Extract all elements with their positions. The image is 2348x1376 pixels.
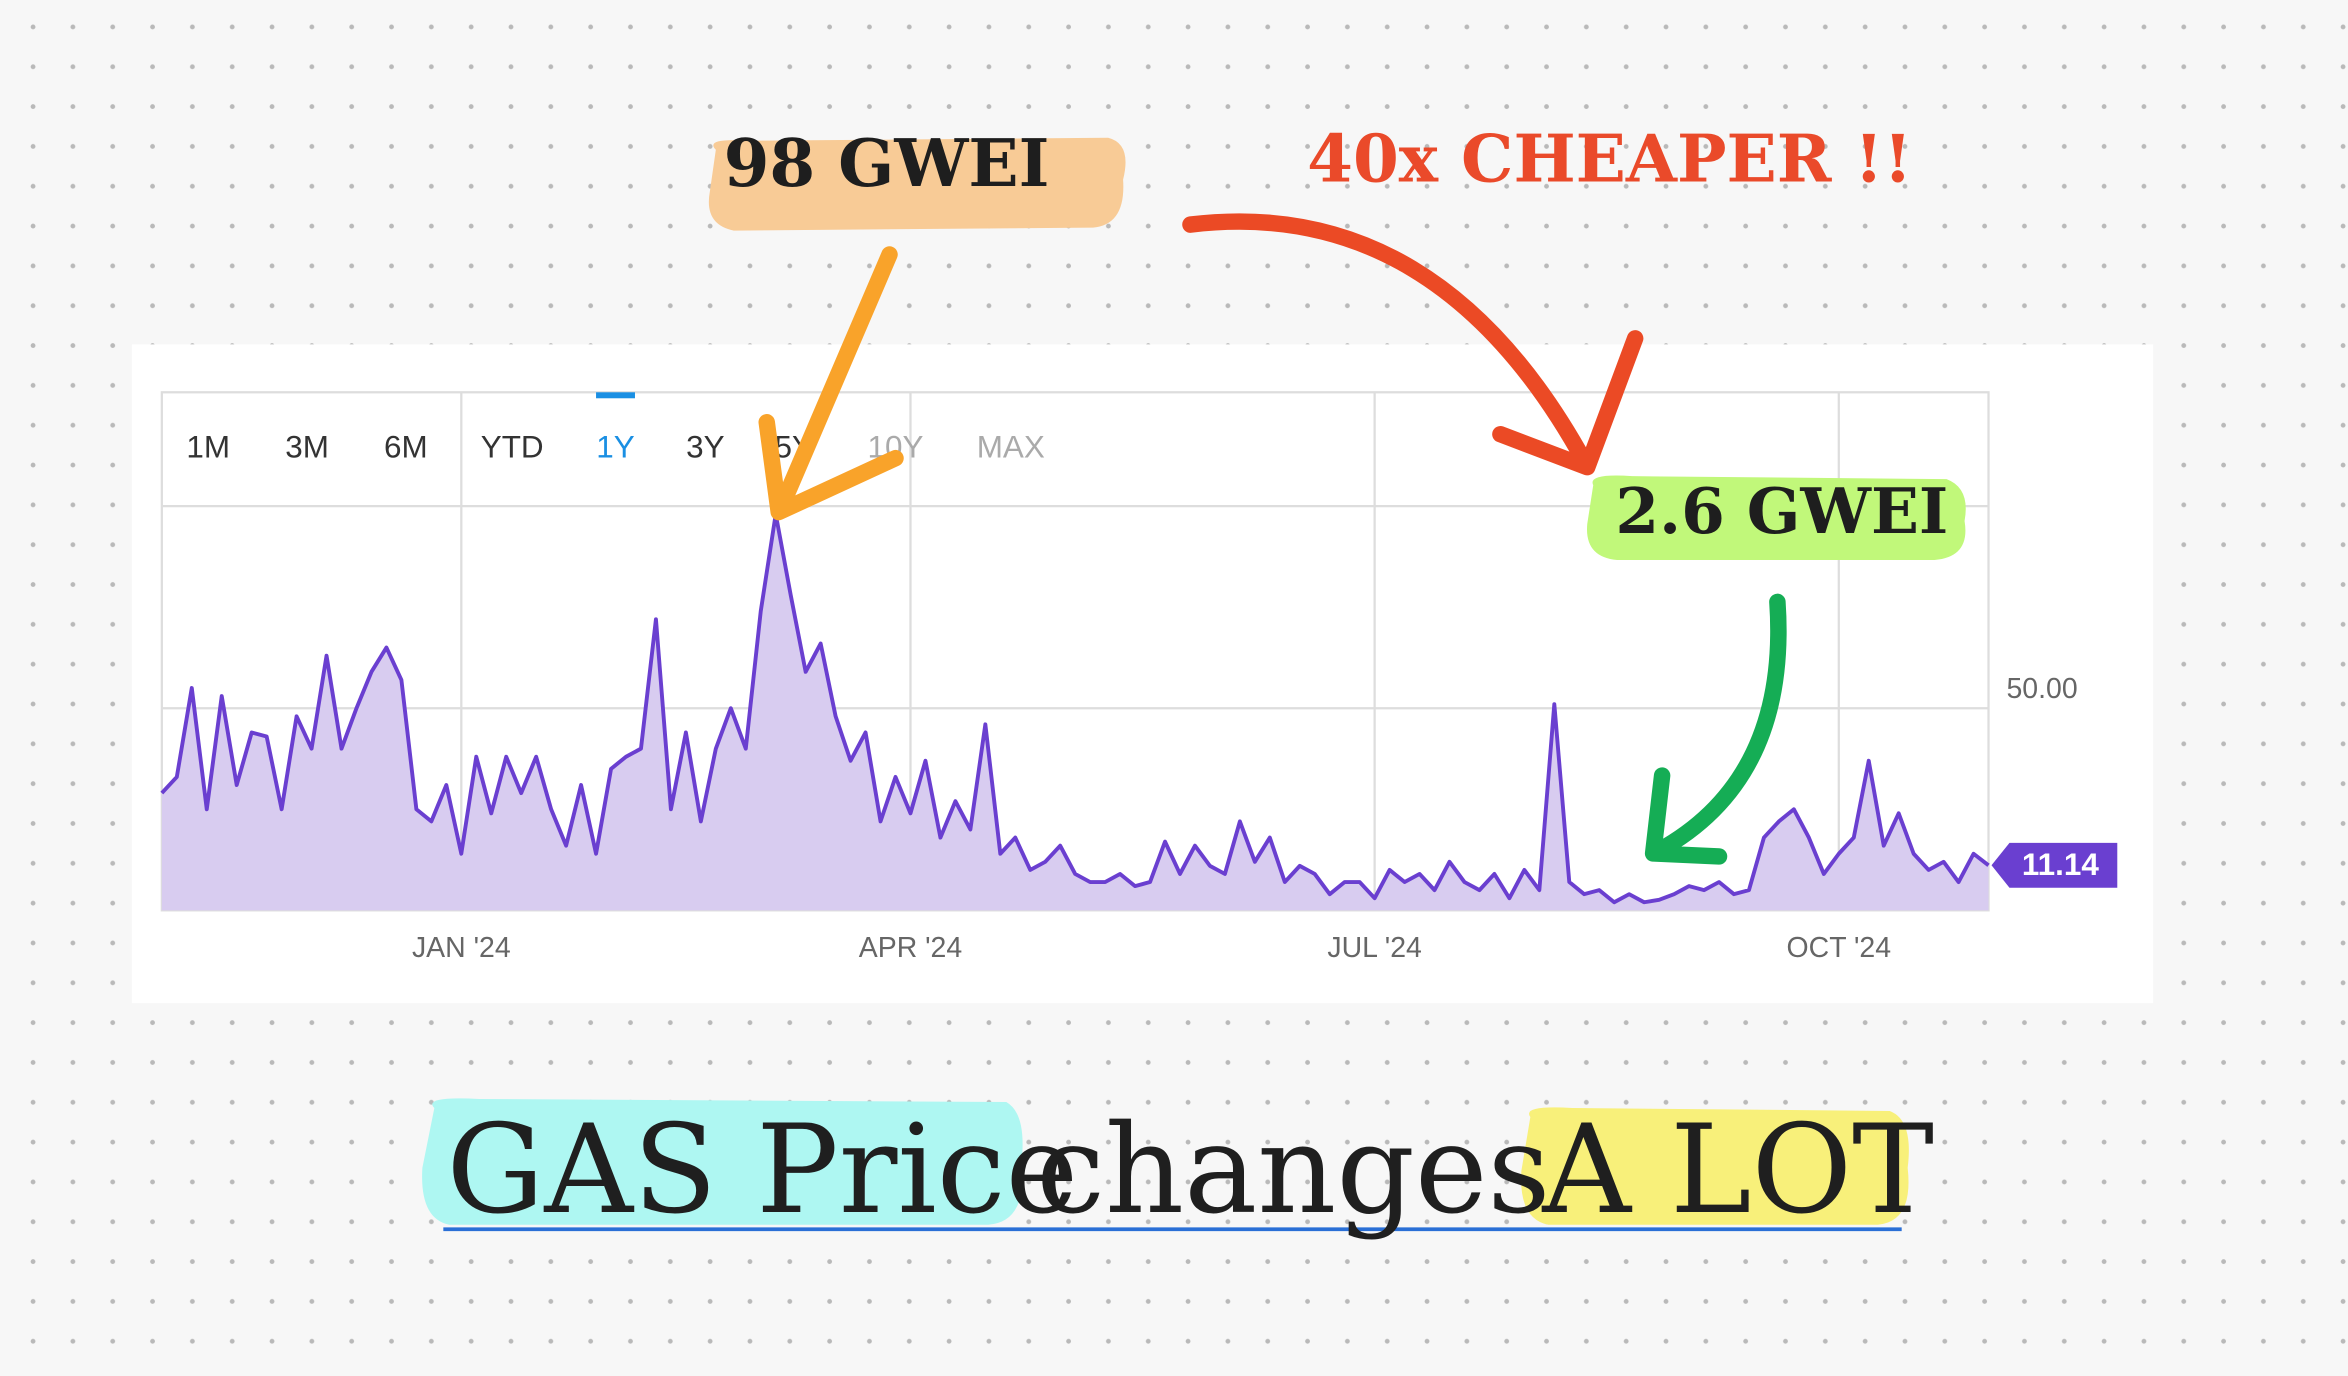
range-button[interactable]: MAX	[977, 429, 1045, 464]
range-button[interactable]: 1Y	[596, 429, 634, 464]
range-button[interactable]: 1M	[186, 429, 230, 464]
x-tick-label: JAN '24	[412, 932, 511, 964]
caption-part: GAS Price	[446, 1098, 1078, 1241]
x-tick-label: JUL '24	[1327, 932, 1421, 964]
highlight-peak	[708, 137, 1126, 231]
annotation-ratio: 40x CHEAPER !!	[1307, 120, 1912, 198]
line	[160, 512, 1990, 905]
arrow-low	[1644, 593, 1787, 865]
annotation-peak: 98 GWEI	[724, 124, 1050, 202]
highlight-low	[1586, 475, 1966, 560]
annotation-low: 2.6 GWEI	[1615, 474, 1948, 548]
range-button[interactable]: 3M	[285, 429, 329, 464]
area-fill	[161, 514, 1989, 911]
x-tick-label: OCT '24	[1787, 932, 1891, 964]
last-value-label: 11.14	[2022, 847, 2099, 882]
last-value-box	[1991, 842, 2118, 888]
y-tick-label: 50.00	[2006, 673, 2077, 705]
caption-part: A LOT	[1541, 1098, 1934, 1241]
highlight-caption-1	[422, 1098, 1023, 1225]
range-button[interactable]: 3Y	[686, 429, 724, 464]
range-button[interactable]: YTD	[481, 429, 544, 464]
arrow-peak	[758, 246, 904, 521]
selected-indicator	[596, 392, 635, 399]
highlight-caption-3	[1521, 1107, 1909, 1225]
arrow-ratio	[1182, 213, 1644, 476]
range-button[interactable]: 6M	[384, 429, 428, 464]
caption-part: changes	[1036, 1098, 1550, 1241]
x-tick-label: APR '24	[859, 932, 962, 964]
